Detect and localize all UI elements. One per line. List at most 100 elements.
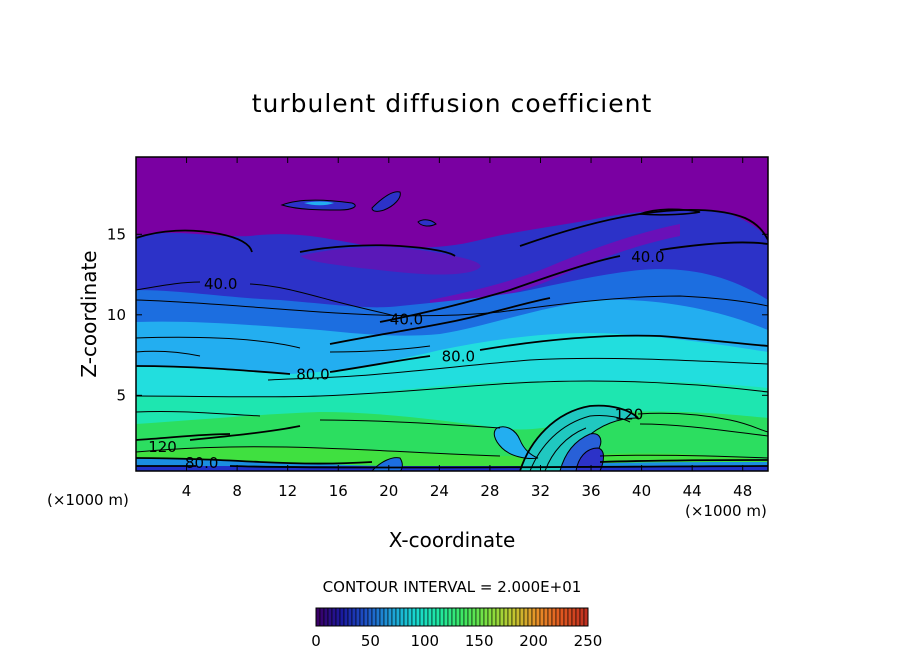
colorbar-cell bbox=[483, 607, 489, 627]
colorbar-cell bbox=[479, 607, 485, 627]
colorbar-cell bbox=[499, 607, 505, 627]
colorbar-cell bbox=[515, 607, 521, 627]
colorbar-cell bbox=[395, 607, 401, 627]
x-tick-label: 32 bbox=[531, 482, 550, 500]
colorbar-cell bbox=[463, 607, 469, 627]
y-axis-label: Z-coordinate bbox=[77, 250, 101, 377]
contour-80-b bbox=[136, 334, 768, 375]
contour-label: 80.0 bbox=[185, 454, 218, 472]
colorbar-cell bbox=[339, 607, 345, 627]
colorbar-cell bbox=[455, 607, 461, 627]
colorbar-cell bbox=[315, 607, 321, 627]
colorbar-cell bbox=[519, 607, 525, 627]
y-tick-label: 5 bbox=[116, 386, 126, 404]
x-tick-label: 40 bbox=[632, 482, 651, 500]
colorbar-cell bbox=[331, 607, 337, 627]
x-tick-label: 28 bbox=[480, 482, 499, 500]
contour-label: 120 bbox=[615, 406, 644, 424]
x-tick-label: 36 bbox=[581, 482, 600, 500]
colorbar-cell bbox=[355, 607, 361, 627]
x-tick-label: 20 bbox=[379, 482, 398, 500]
colorbar-cell bbox=[539, 607, 545, 627]
colorbar-cell bbox=[411, 607, 417, 627]
colorbar-cell bbox=[363, 607, 369, 627]
colorbar-cell bbox=[451, 607, 457, 627]
contour-lines bbox=[136, 209, 768, 471]
colorbar-frame bbox=[315, 607, 589, 627]
colorbar-cell bbox=[323, 607, 329, 627]
colorbar-cell bbox=[535, 607, 541, 627]
x-unit-label-left: (×1000 m) bbox=[47, 491, 129, 509]
colorbar-cell bbox=[427, 607, 433, 627]
colorbar-cell bbox=[503, 607, 509, 627]
colorbar-tick-label: 150 bbox=[465, 632, 494, 650]
x-tick-label: 48 bbox=[733, 482, 752, 500]
colorbar-cell bbox=[447, 607, 453, 627]
contour-interval: CONTOUR INTERVAL = 2.000E+01 bbox=[323, 578, 582, 596]
colorbar-cell bbox=[495, 607, 501, 627]
colorbar-tick-label: 100 bbox=[410, 632, 439, 650]
colorbar-cell bbox=[407, 607, 413, 627]
x-tick-label: 8 bbox=[232, 482, 242, 500]
colorbar-cell bbox=[391, 607, 397, 627]
colorbar-cell bbox=[571, 607, 577, 627]
colorbar-cell bbox=[359, 607, 365, 627]
chart-title: turbulent diffusion coefficient bbox=[252, 89, 653, 118]
colorbar-cell bbox=[327, 607, 333, 627]
contour-80-bottom bbox=[136, 465, 768, 469]
colorbar-cell bbox=[415, 607, 421, 627]
colorbar-cell bbox=[559, 607, 565, 627]
x-ticks: 4 8 12 16 20 24 28 32 36 40 44 48 bbox=[182, 157, 752, 500]
colorbar-cell bbox=[551, 607, 557, 627]
band-purple-wisp bbox=[430, 224, 680, 310]
colorbar-cell bbox=[335, 607, 341, 627]
colorbar-cell bbox=[475, 607, 481, 627]
contour-hill-inner bbox=[529, 415, 631, 471]
colorbar-cell bbox=[351, 607, 357, 627]
x-tick-label: 44 bbox=[683, 482, 702, 500]
colorbar-cell bbox=[567, 607, 573, 627]
colorbar-cell bbox=[419, 607, 425, 627]
contour-120-right bbox=[637, 412, 768, 437]
colorbar-cell bbox=[371, 607, 377, 627]
contour-label: 40.0 bbox=[204, 275, 237, 293]
x-tick-label: 16 bbox=[329, 482, 348, 500]
hill-patch bbox=[575, 447, 604, 471]
contour-label: 80.0 bbox=[442, 348, 475, 366]
contour-100 bbox=[136, 380, 768, 398]
colorbar-cell bbox=[563, 607, 569, 627]
contour-line-upper bbox=[136, 209, 768, 257]
y-ticks: 5 10 15 bbox=[107, 225, 768, 404]
colorbar-cell bbox=[403, 607, 409, 627]
patch-left bbox=[493, 426, 539, 459]
colorbar-tick-label: 50 bbox=[361, 632, 380, 650]
colorbar-cell bbox=[443, 607, 449, 627]
colorbar-cell bbox=[487, 607, 493, 627]
colorbar-cell bbox=[491, 607, 497, 627]
contour-lower-1 bbox=[136, 446, 768, 459]
colorbar-cell bbox=[579, 607, 585, 627]
cloud-blob-3 bbox=[371, 191, 401, 212]
colorbar-cell bbox=[471, 607, 477, 627]
plot-field bbox=[136, 157, 768, 471]
colorbar-cell bbox=[439, 607, 445, 627]
colorbar-cell bbox=[531, 607, 537, 627]
colorbar-cell bbox=[399, 607, 405, 627]
x-unit-label-right: (×1000 m) bbox=[685, 502, 767, 520]
colorbar-cell bbox=[423, 607, 429, 627]
contour-lower-2 bbox=[136, 457, 768, 465]
colorbar-cell bbox=[319, 607, 325, 627]
colorbar-cell bbox=[583, 607, 589, 627]
colorbar-cell bbox=[387, 607, 393, 627]
colorbar-ticks: 0 50 100 150 200 250 bbox=[311, 632, 602, 650]
x-tick-label: 12 bbox=[278, 482, 297, 500]
contour-label-layer: 40.0 40.0 40.0 80.0 80.0 120 120 80.0 bbox=[148, 248, 664, 472]
colorbar-tick-label: 200 bbox=[519, 632, 548, 650]
colorbar-cell bbox=[543, 607, 549, 627]
cloud-blob-4 bbox=[417, 219, 437, 227]
colorbar-cell bbox=[431, 607, 437, 627]
contour-shear-lower bbox=[329, 297, 551, 345]
cloud-shadow bbox=[300, 247, 481, 275]
colorbar-cell bbox=[547, 607, 553, 627]
